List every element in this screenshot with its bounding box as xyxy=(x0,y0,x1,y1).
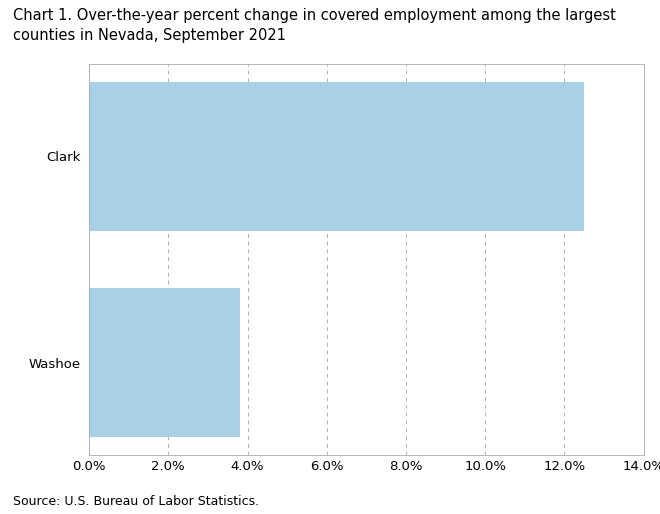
Text: Chart 1. Over-the-year percent change in covered employment among the largest: Chart 1. Over-the-year percent change in… xyxy=(13,8,616,23)
Text: counties in Nevada, September 2021: counties in Nevada, September 2021 xyxy=(13,28,286,43)
Bar xyxy=(89,288,240,437)
Text: Source: U.S. Bureau of Labor Statistics.: Source: U.S. Bureau of Labor Statistics. xyxy=(13,495,259,508)
Bar xyxy=(89,82,584,231)
